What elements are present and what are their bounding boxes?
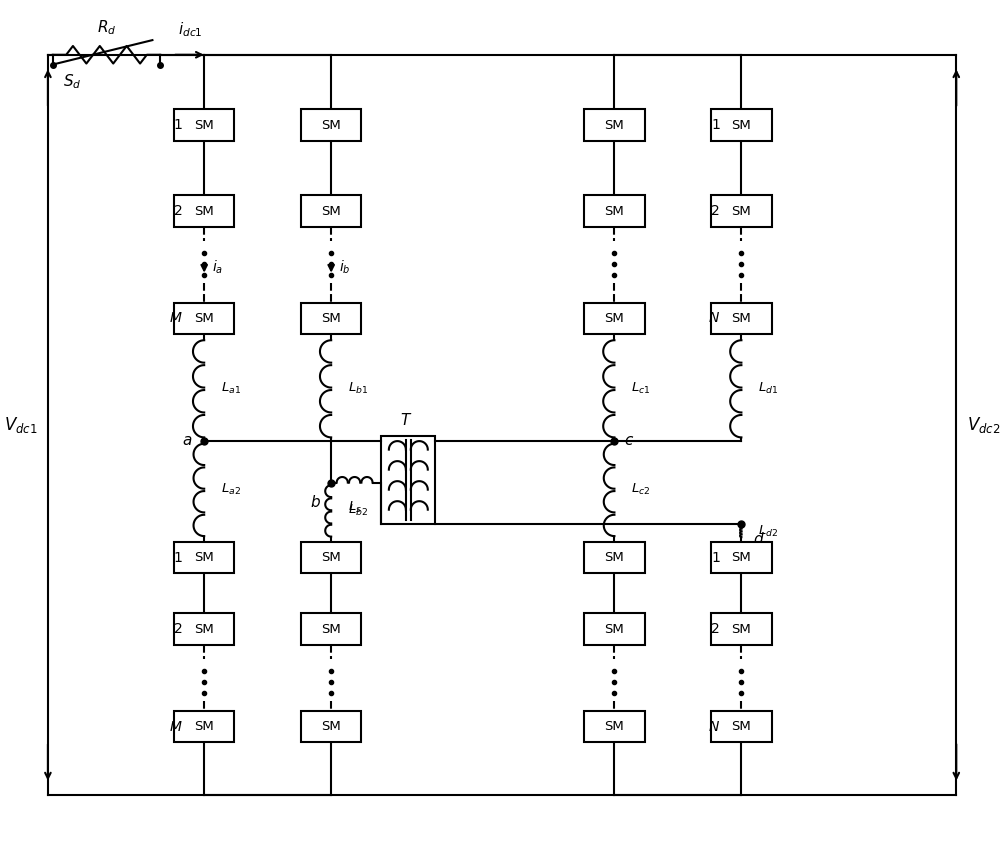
Bar: [711, 195, 772, 227]
Text: SM: SM: [605, 118, 624, 132]
Text: SM: SM: [194, 552, 214, 564]
Text: 2: 2: [174, 204, 183, 218]
Text: $V_{dc1}$: $V_{dc1}$: [4, 415, 37, 435]
Text: SM: SM: [321, 205, 341, 217]
Text: $d$: $d$: [753, 531, 765, 547]
Bar: [174, 195, 234, 227]
Bar: [711, 613, 772, 645]
Bar: [301, 195, 361, 227]
Text: $R_d$: $R_d$: [97, 19, 116, 37]
Text: $S_d$: $S_d$: [63, 73, 81, 91]
Bar: [584, 303, 645, 334]
Text: $L_{c1}$: $L_{c1}$: [631, 382, 651, 397]
Text: $L_{b1}$: $L_{b1}$: [348, 382, 368, 397]
Text: SM: SM: [732, 205, 751, 217]
Text: SM: SM: [605, 205, 624, 217]
Text: SM: SM: [605, 623, 624, 635]
Text: SM: SM: [732, 312, 751, 325]
Text: SM: SM: [321, 312, 341, 325]
Text: 2: 2: [711, 204, 720, 218]
Bar: [174, 303, 234, 334]
Bar: [381, 436, 435, 524]
Text: $L_s$: $L_s$: [348, 500, 362, 515]
Text: 1: 1: [174, 551, 183, 565]
Text: SM: SM: [194, 118, 214, 132]
Bar: [174, 711, 234, 743]
Text: $L_{b2}$: $L_{b2}$: [348, 503, 368, 519]
Text: $L_{d2}$: $L_{d2}$: [758, 524, 778, 539]
Bar: [301, 711, 361, 743]
Text: $i_b$: $i_b$: [339, 259, 351, 277]
Text: 2: 2: [711, 622, 720, 636]
Text: $M$: $M$: [169, 720, 183, 733]
Text: $L_{a1}$: $L_{a1}$: [221, 382, 241, 397]
Text: 1: 1: [711, 551, 720, 565]
Text: $N$: $N$: [708, 311, 720, 326]
Text: 1: 1: [174, 118, 183, 132]
Text: SM: SM: [194, 623, 214, 635]
Text: $L_{d1}$: $L_{d1}$: [758, 382, 778, 397]
Bar: [584, 711, 645, 743]
Text: SM: SM: [321, 623, 341, 635]
Text: 1: 1: [711, 118, 720, 132]
Text: $L_{c2}$: $L_{c2}$: [631, 482, 650, 497]
Bar: [584, 109, 645, 140]
Bar: [174, 613, 234, 645]
Text: 2: 2: [174, 622, 183, 636]
Bar: [584, 195, 645, 227]
Text: SM: SM: [194, 205, 214, 217]
Text: SM: SM: [732, 720, 751, 733]
Text: $i_a$: $i_a$: [212, 259, 223, 277]
Bar: [711, 542, 772, 574]
Text: $a$: $a$: [182, 433, 192, 448]
Text: $b$: $b$: [310, 494, 321, 510]
Text: $V_{dc2}$: $V_{dc2}$: [967, 415, 1000, 435]
Bar: [711, 711, 772, 743]
Text: SM: SM: [194, 720, 214, 733]
Text: SM: SM: [194, 312, 214, 325]
Bar: [174, 109, 234, 140]
Text: SM: SM: [321, 720, 341, 733]
Bar: [584, 542, 645, 574]
Text: $L_{a2}$: $L_{a2}$: [221, 482, 241, 497]
Text: SM: SM: [321, 118, 341, 132]
Bar: [174, 542, 234, 574]
Bar: [301, 109, 361, 140]
Text: SM: SM: [732, 552, 751, 564]
Text: SM: SM: [605, 312, 624, 325]
Bar: [301, 542, 361, 574]
Text: SM: SM: [732, 118, 751, 132]
Bar: [301, 613, 361, 645]
Text: SM: SM: [321, 552, 341, 564]
Text: $N$: $N$: [708, 720, 720, 733]
Bar: [711, 303, 772, 334]
Text: $M$: $M$: [169, 311, 183, 326]
Text: SM: SM: [605, 720, 624, 733]
Bar: [301, 303, 361, 334]
Text: $i_{dc1}$: $i_{dc1}$: [178, 20, 202, 39]
Bar: [711, 109, 772, 140]
Bar: [584, 613, 645, 645]
Text: $c$: $c$: [624, 433, 634, 448]
Text: SM: SM: [605, 552, 624, 564]
Text: $T$: $T$: [400, 412, 413, 428]
Text: SM: SM: [732, 623, 751, 635]
